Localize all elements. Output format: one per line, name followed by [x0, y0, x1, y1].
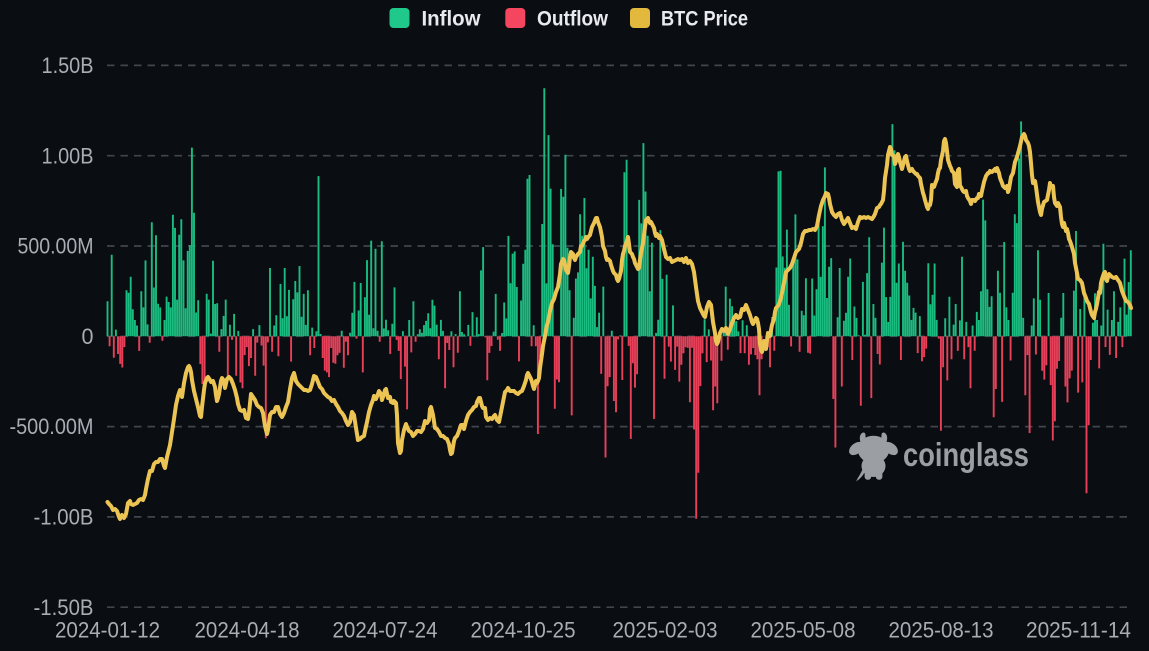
- svg-text:0: 0: [82, 324, 94, 349]
- svg-text:2024-04-18: 2024-04-18: [195, 618, 300, 643]
- svg-text:2025-05-08: 2025-05-08: [751, 618, 856, 643]
- svg-text:-1.50B: -1.50B: [34, 595, 94, 620]
- svg-text:2025-02-03: 2025-02-03: [613, 618, 718, 643]
- svg-text:500.00M: 500.00M: [18, 234, 94, 259]
- svg-text:1.50B: 1.50B: [42, 53, 94, 78]
- svg-text:Outflow: Outflow: [537, 8, 609, 31]
- svg-text:coinglass: coinglass: [903, 436, 1029, 473]
- svg-text:2024-01-12: 2024-01-12: [55, 618, 160, 643]
- svg-text:-1.00B: -1.00B: [34, 505, 94, 530]
- svg-text:2024-07-24: 2024-07-24: [333, 618, 438, 643]
- svg-text:2025-08-13: 2025-08-13: [889, 618, 994, 643]
- svg-text:2025-11-14: 2025-11-14: [1026, 618, 1131, 643]
- svg-text:BTC Price: BTC Price: [661, 8, 748, 31]
- svg-text:2024-10-25: 2024-10-25: [471, 618, 576, 643]
- svg-text:Inflow: Inflow: [422, 8, 482, 31]
- svg-text:1.00B: 1.00B: [42, 143, 94, 168]
- svg-text:-500.00M: -500.00M: [10, 414, 94, 439]
